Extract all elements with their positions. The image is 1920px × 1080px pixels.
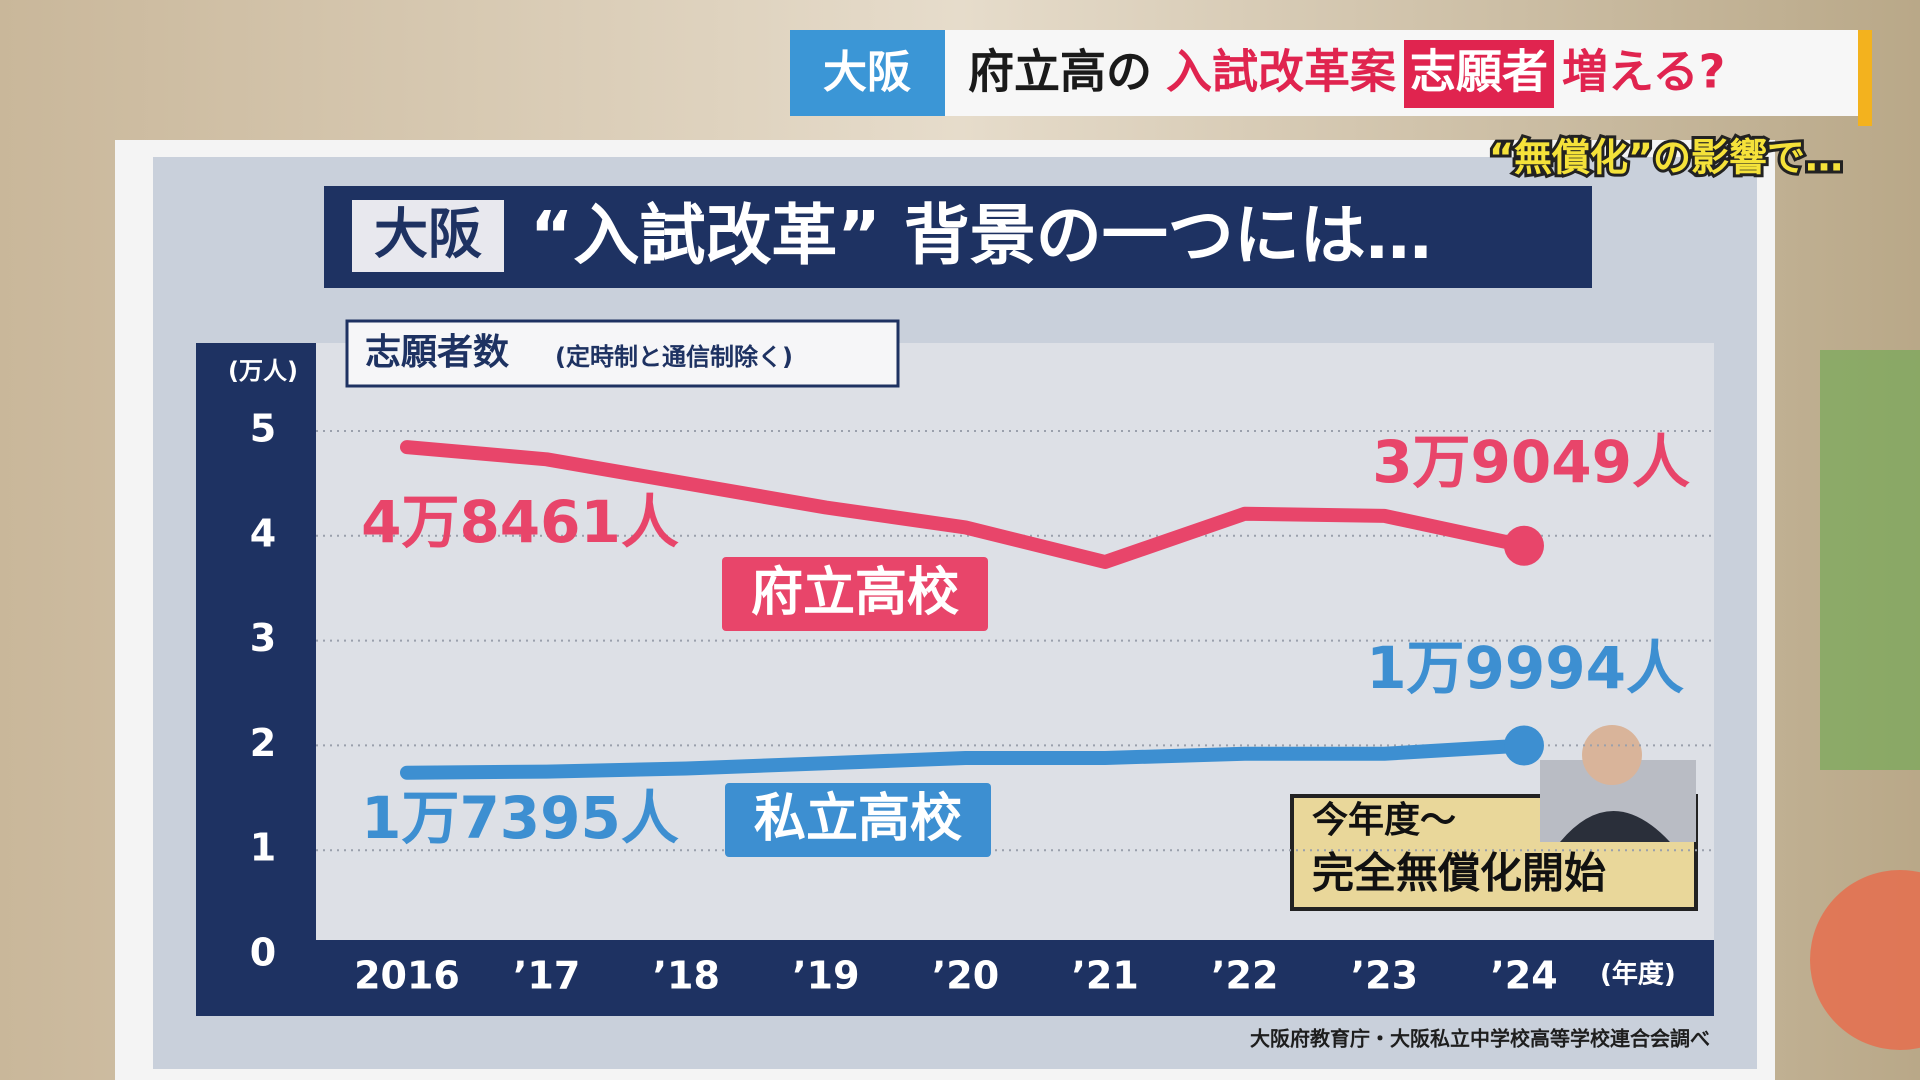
title-tag-box (352, 200, 504, 272)
data-label: 3万9049人 (1372, 428, 1690, 496)
x-tick-label: ’23 (1351, 954, 1418, 998)
data-label: 4万8461人 (361, 488, 679, 556)
y-axis-label: (万人) (228, 357, 298, 385)
y-tick-label: 2 (250, 721, 276, 765)
inset-face (1582, 725, 1642, 785)
inset: 今年度～ 完全無償化開始 (1290, 725, 1698, 911)
y-tick-label: 0 (250, 931, 276, 975)
y-tick-label: 5 (250, 407, 276, 451)
banner-accent (1858, 30, 1872, 126)
banner-part: 入試改革案 (1166, 45, 1397, 99)
x-axis-band (316, 940, 1714, 1016)
series-name-box (725, 783, 991, 857)
series-line (400, 738, 1531, 780)
x-tick-label: ’21 (1071, 954, 1138, 998)
legend-title: 志願者数 (365, 332, 509, 373)
studio-light (1820, 350, 1920, 770)
x-tick-label: ’17 (513, 954, 580, 998)
title-tag: 大阪 (374, 203, 482, 266)
banner-part: 増える? (1562, 45, 1725, 99)
y-tick-label: 3 (250, 616, 276, 660)
banner-tag: 大阪 (823, 47, 911, 98)
legend-box (345, 319, 900, 388)
x-axis-label: (年度) (1600, 959, 1676, 990)
banner-subtitle: “無償化”の影響で… (1489, 136, 1843, 180)
series-line (400, 440, 1531, 569)
end-point (1504, 525, 1544, 566)
inset-line: 完全無償化開始 (1312, 849, 1606, 898)
series-name-box (722, 557, 988, 631)
banner-title: 府立高の 入試改革案 志願者 増える? (968, 40, 1725, 108)
chart-title: “入試改革” 背景の一つには… (530, 197, 1432, 274)
inset-line: 今年度～ (1312, 800, 1456, 841)
data-label: 1万7395人 (361, 784, 679, 852)
banner-part-box (1404, 40, 1554, 108)
x-tick-label: ’20 (932, 954, 999, 998)
legend-entry: 府立高校 (751, 563, 959, 623)
data-label: 1万9994人 (1366, 634, 1684, 702)
source: 大阪府教育庁・大阪私立中学校高等学校連合会調べ (1250, 1027, 1710, 1051)
title-bar (324, 186, 1592, 288)
x-tick-label: ’22 (1211, 954, 1278, 998)
end-point (1504, 725, 1544, 766)
y-tick-label: 4 (250, 511, 276, 555)
legend-entry: 私立高校 (754, 789, 962, 849)
x-tick-label: ’18 (653, 954, 720, 998)
banner (790, 30, 1867, 116)
banner-part: 府立高の (968, 45, 1152, 99)
inset-suit (1560, 811, 1670, 842)
x-tick-label: ’24 (1490, 954, 1557, 998)
banner-part: 志願者 (1410, 45, 1548, 99)
y-axis-band (196, 343, 316, 1016)
x-tick-label: ’19 (792, 954, 859, 998)
x-tick-label: 2016 (354, 954, 460, 998)
studio-decor (1810, 870, 1920, 1050)
y-tick-label: 1 (250, 826, 276, 870)
banner-tag-box (790, 30, 945, 116)
legend-note: (定時制と通信制除く) (555, 343, 793, 371)
